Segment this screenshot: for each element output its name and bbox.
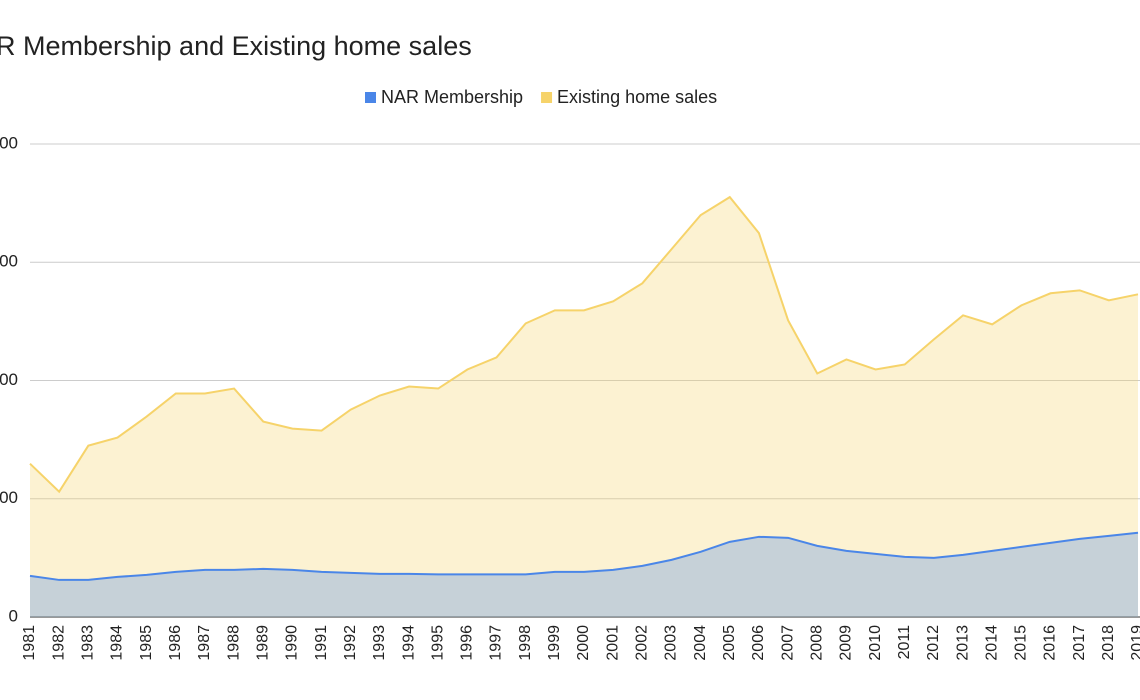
y-tick-label: 00 bbox=[0, 488, 18, 507]
x-tick-label: 1999 bbox=[546, 625, 563, 661]
x-tick-label: 1984 bbox=[109, 625, 126, 661]
x-tick-label: 1985 bbox=[138, 625, 155, 661]
x-tick-label: 2014 bbox=[983, 625, 1000, 661]
x-tick-label: 1997 bbox=[488, 625, 505, 661]
x-tick-label: 2004 bbox=[692, 625, 709, 661]
x-tick-label: 1995 bbox=[429, 625, 446, 661]
x-tick-label: 1987 bbox=[196, 625, 213, 661]
y-tick-label: 0 bbox=[9, 606, 18, 625]
legend-swatch bbox=[365, 92, 376, 103]
x-tick-label: 2010 bbox=[867, 625, 884, 661]
x-tick-label: 1990 bbox=[284, 625, 301, 661]
x-tick-label: 2009 bbox=[838, 625, 855, 661]
x-tick-label: 2001 bbox=[604, 625, 621, 661]
x-tick-label: 2019 bbox=[1129, 625, 1140, 661]
x-tick-label: 2012 bbox=[925, 625, 942, 661]
legend-swatch bbox=[541, 92, 553, 103]
y-tick-label: 00 bbox=[0, 252, 18, 271]
legend: NAR Membership Existing home sales bbox=[365, 87, 717, 107]
area-fill bbox=[30, 532, 1138, 617]
x-tick-label: 1983 bbox=[80, 625, 97, 661]
x-tick-label: 2016 bbox=[1042, 625, 1059, 661]
series-line bbox=[29, 531, 1139, 581]
y-tick-label: 00 bbox=[0, 370, 18, 389]
x-tick-label: 2006 bbox=[750, 625, 767, 661]
x-tick-label: 1993 bbox=[371, 625, 388, 661]
area-fill bbox=[30, 197, 1138, 618]
x-tick-label: 1986 bbox=[167, 625, 184, 661]
series-line bbox=[29, 195, 1139, 494]
x-tick-label: 2007 bbox=[779, 625, 796, 661]
x-tick-label: 2003 bbox=[663, 625, 680, 661]
x-tick-label: 1989 bbox=[254, 625, 271, 661]
x-tick-label: 2011 bbox=[896, 625, 913, 660]
x-tick-label: 1991 bbox=[313, 625, 330, 661]
x-tick-label: 2015 bbox=[1013, 625, 1030, 661]
x-tick-label: 2000 bbox=[575, 625, 592, 661]
x-tick-label: 1981 bbox=[21, 625, 38, 661]
x-tick-label: 2005 bbox=[721, 625, 738, 661]
x-tick-label: 2002 bbox=[634, 625, 651, 661]
x-tick-label: 1996 bbox=[459, 625, 476, 661]
x-tick-label: 2017 bbox=[1071, 625, 1088, 661]
x-tick-label: 1992 bbox=[342, 625, 359, 661]
x-tick-label: 1994 bbox=[400, 625, 417, 661]
x-tick-label: 1988 bbox=[225, 625, 242, 661]
x-tick-label: 2013 bbox=[954, 625, 971, 661]
x-tick-label: 2018 bbox=[1100, 625, 1117, 661]
x-tick-label: 1982 bbox=[50, 625, 67, 661]
x-tick-label: 1998 bbox=[517, 625, 534, 661]
y-tick-label: 00 bbox=[0, 133, 18, 152]
legend-label: NAR Membership bbox=[381, 87, 523, 107]
chart-title: R Membership and Existing home sales bbox=[0, 31, 472, 61]
legend-label: Existing home sales bbox=[557, 87, 717, 107]
x-tick-label: 2008 bbox=[808, 625, 825, 661]
